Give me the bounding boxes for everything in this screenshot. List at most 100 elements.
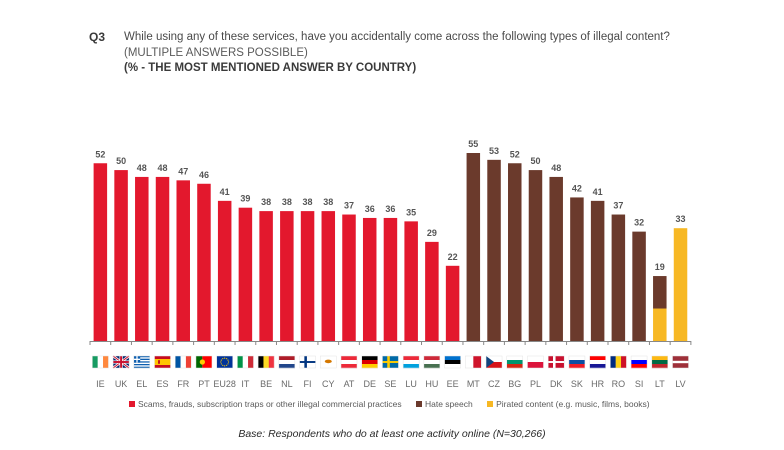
value-label: 41 [220,187,230,197]
bar-group-it: 39 IT [237,194,254,389]
flag-ro-icon [610,355,627,369]
bar-ee [445,265,460,341]
bar-group-pl: 50 PL [527,156,544,389]
country-label: BE [260,379,272,389]
value-label: 52 [510,149,520,159]
question-subtitle: (MULTIPLE ANSWERS POSSIBLE) [124,46,308,59]
value-label: 53 [489,146,499,156]
bar-group-ee: 22 EE [444,252,461,389]
bar-at [342,214,356,341]
country-label: EE [447,379,459,389]
value-label: 32 [634,218,644,228]
flag-uk-icon [112,355,130,369]
value-label: 48 [551,163,561,173]
flag-fr-icon [174,355,192,369]
value-label: 29 [427,228,437,238]
flag-fi-icon [299,355,316,369]
question-block: While using any of these services, have … [124,30,670,77]
bar-group-nl: 38 NL [278,197,296,389]
value-label: 39 [240,194,250,204]
bar-group-cy: 38 CY [320,197,337,389]
flag-lt-icon [651,355,669,369]
country-label: PL [530,379,541,389]
flag-el-icon [133,355,151,369]
bar-de [362,217,377,341]
question-text: While using any of these services, have … [124,31,670,43]
value-label: 50 [530,156,540,166]
bar-group-hu: 29 HU [423,228,441,389]
value-label: 41 [593,187,603,197]
flag-si-icon [630,355,648,369]
bar-fr [176,180,190,341]
flag-it-icon [237,355,254,369]
country-label: IE [96,379,105,389]
value-label: 36 [365,204,375,214]
legend-item-hate-speech: Hate speech [415,399,473,409]
flag-ie-icon [92,355,109,369]
flag-cz-icon [485,355,503,369]
country-label: SI [635,379,644,389]
bar-sk [570,197,584,341]
flag-es-icon [154,355,171,369]
value-label: 38 [323,197,333,207]
country-label: ES [157,379,169,389]
country-label: HU [425,379,438,389]
bar-es [155,176,170,341]
bar-be [259,211,273,341]
bar-group-ro: 37 RO [610,201,627,389]
country-label: FR [177,379,189,389]
flag-lu-icon [402,355,420,369]
country-label: EU28 [213,379,236,389]
country-label: LT [655,379,665,389]
flag-ee-icon [444,355,461,369]
bar-group-de: 36 DE [361,204,378,389]
flag-pt-icon [195,355,213,369]
flag-se-icon [382,355,399,369]
bar-se [383,217,398,341]
flag-nl-icon [278,355,296,369]
bar-ie [93,163,108,341]
flag-pl-icon [527,355,544,369]
bar-uk [114,170,128,341]
country-label: DK [550,379,563,389]
bar-pl [528,170,543,341]
bar-it [238,207,253,341]
bar-group-dk: 48 DK [547,163,565,389]
country-label: LU [405,379,417,389]
bar-group-el: 48 EL [133,163,151,389]
country-label: IT [241,379,250,389]
bar-group-ie: 52 IE [92,149,109,389]
legend-label: Pirated content (e.g. music, films, book… [496,399,650,409]
bar-el [135,176,149,341]
bar-group-uk: 50 UK [112,156,130,389]
country-label: LV [675,379,685,389]
bar-group-fi: 38 FI [299,197,316,389]
bar-lu [404,221,418,341]
country-label: NL [281,379,293,389]
bar-si [632,231,646,341]
country-label: DE [363,379,376,389]
base-note: Base: Respondents who do at least one ac… [238,428,546,440]
value-label: 38 [261,197,271,207]
country-label: FI [304,379,312,389]
legend-swatch-scams [129,400,135,407]
country-label: EL [136,379,147,389]
bar-group-lu: 35 LU [402,207,420,389]
value-label: 22 [448,252,458,262]
bar-cy [321,211,336,341]
country-label: PT [198,379,210,389]
bar-group-cz: 53 CZ [485,146,503,389]
bar-group-at: 37 AT [340,201,358,389]
question-number: Q3 [89,30,106,44]
legend-item-scams: Scams, frauds, subscription traps or oth… [129,399,402,409]
value-label: 38 [282,197,292,207]
country-label: UK [115,379,128,389]
bar-lv [673,228,688,341]
value-label: 46 [199,170,209,180]
value-label: 52 [95,149,105,159]
bar-pt [197,183,211,341]
value-label: 37 [344,201,354,211]
country-label: MT [467,379,480,389]
question-note: (% - THE MOST MENTIONED ANSWER BY COUNTR… [124,62,417,74]
bar-group-mt: 55 MT [465,139,482,389]
